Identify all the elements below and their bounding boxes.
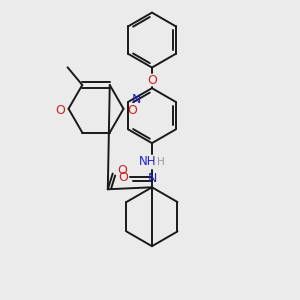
Text: O: O xyxy=(118,171,128,184)
Text: N: N xyxy=(131,93,141,106)
Text: O: O xyxy=(128,104,137,117)
Text: H: H xyxy=(157,157,165,167)
Text: NH: NH xyxy=(139,155,157,168)
Text: O: O xyxy=(55,104,64,117)
Text: N: N xyxy=(147,172,157,185)
Text: O: O xyxy=(118,164,128,177)
Text: O: O xyxy=(147,74,157,87)
